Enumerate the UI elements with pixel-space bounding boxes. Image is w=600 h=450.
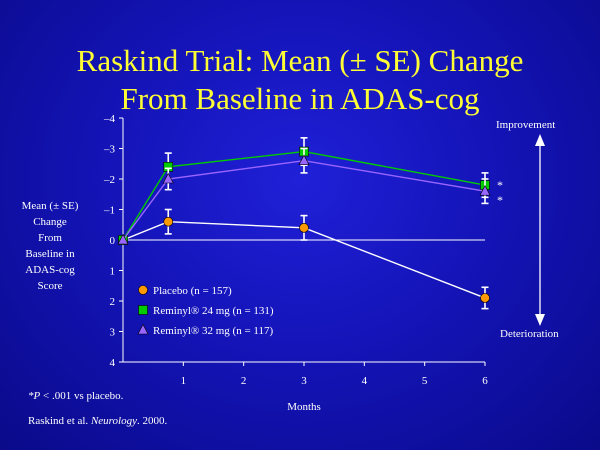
y-tick-label: –1: [103, 205, 115, 217]
slide-title: Raskind Trial: Mean (± SE) Change From B…: [0, 42, 600, 118]
series-line: [122, 159, 486, 241]
y-axis-label-line: Change: [33, 216, 67, 228]
footnote-text: < .001 vs placebo.: [40, 390, 124, 402]
legend-marker: [138, 305, 148, 315]
axes: –4 –3 –2 –1 0 1 2 3 4 1 2 3 4 5 6 Months: [103, 113, 488, 413]
arrow-head-down: [535, 314, 545, 326]
citation-year: . 2000.: [136, 415, 168, 427]
annotation-deterioration: Deterioration: [500, 328, 559, 340]
legend-label: Reminyl® 32 mg (n = 117): [153, 325, 274, 337]
x-axis-title: Months: [287, 401, 321, 413]
legend-marker: [137, 323, 149, 335]
y-tick-label: 4: [110, 357, 116, 369]
x-tick-label: 6: [482, 375, 488, 387]
arrow-head-up: [535, 134, 545, 146]
data-point: [299, 223, 309, 233]
citation: Raskind et al. Neurology. 2000.: [28, 415, 167, 427]
y-axis-label-line: ADAS-cog: [25, 264, 75, 276]
x-tick-label: 3: [301, 375, 307, 387]
y-axis-label-line: From: [38, 232, 62, 244]
y-tick-label: –2: [103, 174, 115, 186]
title-line-1: Raskind Trial: Mean (± SE) Change: [76, 43, 524, 78]
x-tick-label: 4: [362, 375, 368, 387]
y-axis-label-line: Baseline in: [25, 248, 75, 260]
data-point: [163, 216, 174, 227]
x-tick-label: 1: [181, 375, 187, 387]
series-line: [122, 220, 486, 299]
y-axis-label-line: Score: [37, 280, 63, 292]
legend-label: Placebo (n = 157): [153, 285, 232, 297]
data-point: [117, 233, 129, 245]
significance-star: *: [497, 193, 503, 207]
series-line: [122, 150, 486, 241]
legend: Placebo (n = 157) Reminyl® 24 mg (n = 131…: [137, 285, 274, 337]
citation-journal: Neurology: [90, 415, 137, 427]
significance-star: *: [497, 178, 503, 192]
y-tick-label: 0: [110, 235, 116, 247]
y-tick-label: 3: [110, 327, 116, 339]
y-tick-label: –4: [103, 113, 116, 125]
legend-marker: [138, 285, 148, 295]
series-layer: [117, 137, 491, 310]
x-tick-label: 2: [241, 375, 247, 387]
citation-authors: Raskind et al.: [28, 415, 91, 427]
data-point: [479, 185, 491, 196]
data-point: [162, 172, 174, 184]
title-line-2: From Baseline in ADAS-cog: [120, 81, 480, 116]
legend-label: Reminyl® 24 mg (n = 131): [153, 305, 274, 317]
y-axis-label: Mean (± SE) Change From Baseline in ADAS…: [8, 198, 92, 294]
data-point: [298, 154, 310, 165]
y-tick-label: 2: [110, 296, 116, 308]
annotations: Improvement Deterioration **: [496, 119, 559, 340]
y-axis-label-line: Mean (± SE): [21, 200, 79, 212]
x-tick-label: 5: [422, 375, 428, 387]
footnote-significance: *P < .001 vs placebo.: [28, 390, 124, 402]
y-tick-label: –3: [103, 144, 116, 156]
y-tick-label: 1: [110, 266, 116, 278]
data-point: [480, 293, 490, 303]
annotation-improvement: Improvement: [496, 119, 555, 131]
series-triangle: [117, 147, 491, 245]
